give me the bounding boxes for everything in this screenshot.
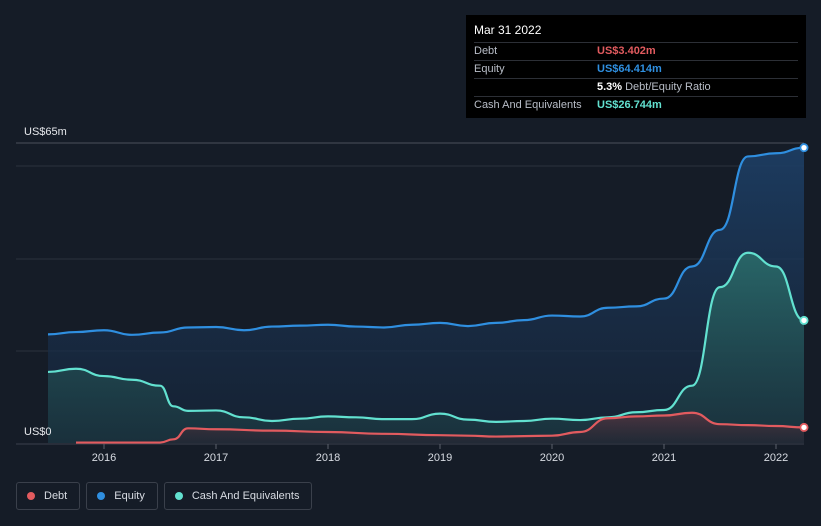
tooltip-cash-label: Cash And Equivalents [474,99,582,111]
debt-endpoint [799,422,809,432]
tooltip-cash-value: US$26.744m [597,99,662,111]
equity-line [47,146,805,336]
tooltip-debt-value: US$3.402m [597,45,656,57]
legend-item-equity[interactable]: Equity [86,482,158,510]
cash-endpoint [799,315,809,325]
tooltip-ratio-value: 5.3% [597,81,623,93]
chart-legend: Debt Equity Cash And Equivalents [16,482,313,510]
equity-area [48,147,804,443]
x-tick-label: 2020 [540,452,564,464]
tooltip-ratio-suffix: Debt/Equity Ratio [625,81,711,93]
equity-endpoint [799,143,809,153]
tooltip-equity-row: Equity US$64.414m [474,60,798,78]
y-axis-max-label: US$65m [24,126,67,138]
tooltip-cash-row: Cash And Equivalents US$26.744m [474,96,798,114]
tooltip-equity-label: Equity [474,63,505,75]
series-endpoints [799,143,809,432]
x-tick-label: 2017 [204,452,228,464]
x-axis: 2016 2017 2018 2019 2020 2021 2022 [92,444,788,464]
legend-equity-label: Equity [114,490,145,502]
tooltip-debt-row: Debt US$3.402m [474,42,798,60]
legend-debt-label: Debt [44,490,68,502]
cash-line [47,251,805,424]
x-tick-label: 2016 [92,452,116,464]
series-lines [47,146,805,444]
series-areas [48,147,804,443]
x-tick-label: 2022 [764,452,788,464]
x-tick-label: 2021 [652,452,676,464]
y-axis-min-label: US$0 [24,426,52,438]
legend-cash-swatch [174,492,183,500]
x-tick-label: 2018 [316,452,340,464]
legend-cash-label: Cash And Equivalents [191,490,300,502]
legend-equity-swatch [97,492,106,500]
x-tick-label: 2019 [428,452,452,464]
legend-item-debt[interactable]: Debt [16,482,81,510]
tooltip-equity-value: US$64.414m [597,63,662,75]
legend-debt-swatch [27,492,35,500]
tooltip-ratio-row: 5.3% Debt/Equity Ratio [474,78,798,96]
tooltip-debt-label: Debt [474,45,498,57]
tooltip-date: Mar 31 2022 [474,23,542,37]
hover-tooltip: Mar 31 2022 Debt US$3.402m Equity US$64.… [466,15,806,118]
debt-area [76,412,804,443]
legend-item-cash[interactable]: Cash And Equivalents [163,482,313,510]
debt-line [76,411,805,444]
